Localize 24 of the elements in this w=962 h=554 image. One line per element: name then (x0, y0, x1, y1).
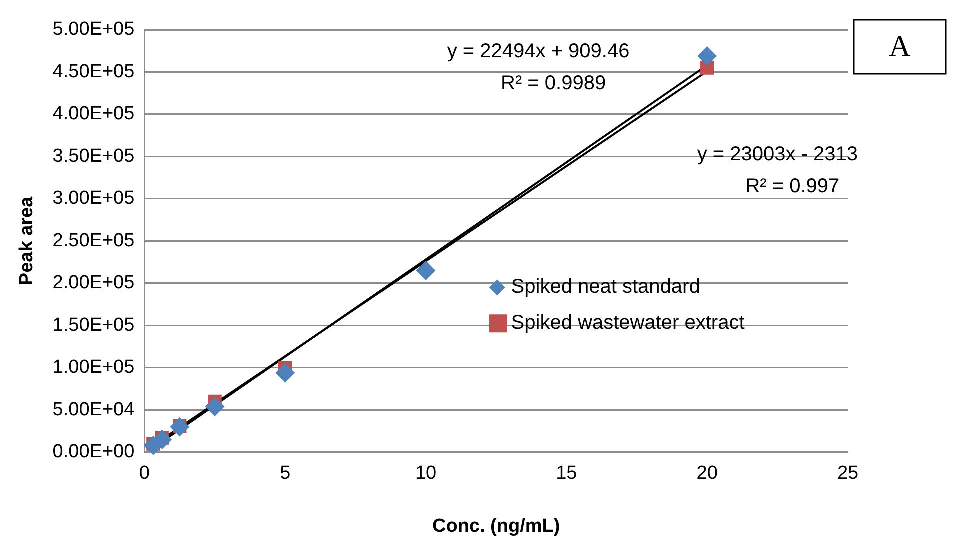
y-tick-label: 4.50E+05 (52, 61, 135, 82)
x-tick-label: 10 (415, 463, 437, 484)
legend-label: Spiked wastewater extract (511, 312, 746, 334)
annotation: y = 22494x + 909.46 R² = 0.9989 (447, 40, 630, 95)
y-tick-label: 3.50E+05 (52, 146, 135, 167)
y-tick-label: 5.00E+05 (52, 19, 135, 40)
annotation: y = 23003x - 2313 R² = 0.997 (697, 144, 858, 198)
y-tick-label: 3.00E+05 (52, 188, 135, 210)
legend-label: Spiked neat standard (511, 276, 700, 298)
y-tick-label: 0.00E+00 (52, 442, 135, 463)
y-axis-title: Peak area (16, 196, 38, 286)
x-tick-label: 0 (139, 463, 150, 484)
y-tick-label: 1.50E+05 (52, 314, 135, 336)
x-tick-label: 5 (280, 463, 291, 484)
y-tick-label: 2.00E+05 (52, 272, 135, 294)
y-tick-label: 4.00E+05 (52, 104, 135, 125)
x-axis-title: Conc. (ng/mL) (432, 516, 560, 537)
x-tick-label: 25 (837, 463, 859, 484)
text: A (889, 30, 912, 63)
x-tick-label: 20 (696, 463, 718, 484)
y-tick-label: 5.00E+04 (52, 399, 136, 420)
y-tick-label: 2.50E+05 (52, 230, 135, 252)
y-tick-label: 1.00E+05 (52, 357, 135, 378)
x-tick-label: 15 (556, 463, 578, 484)
